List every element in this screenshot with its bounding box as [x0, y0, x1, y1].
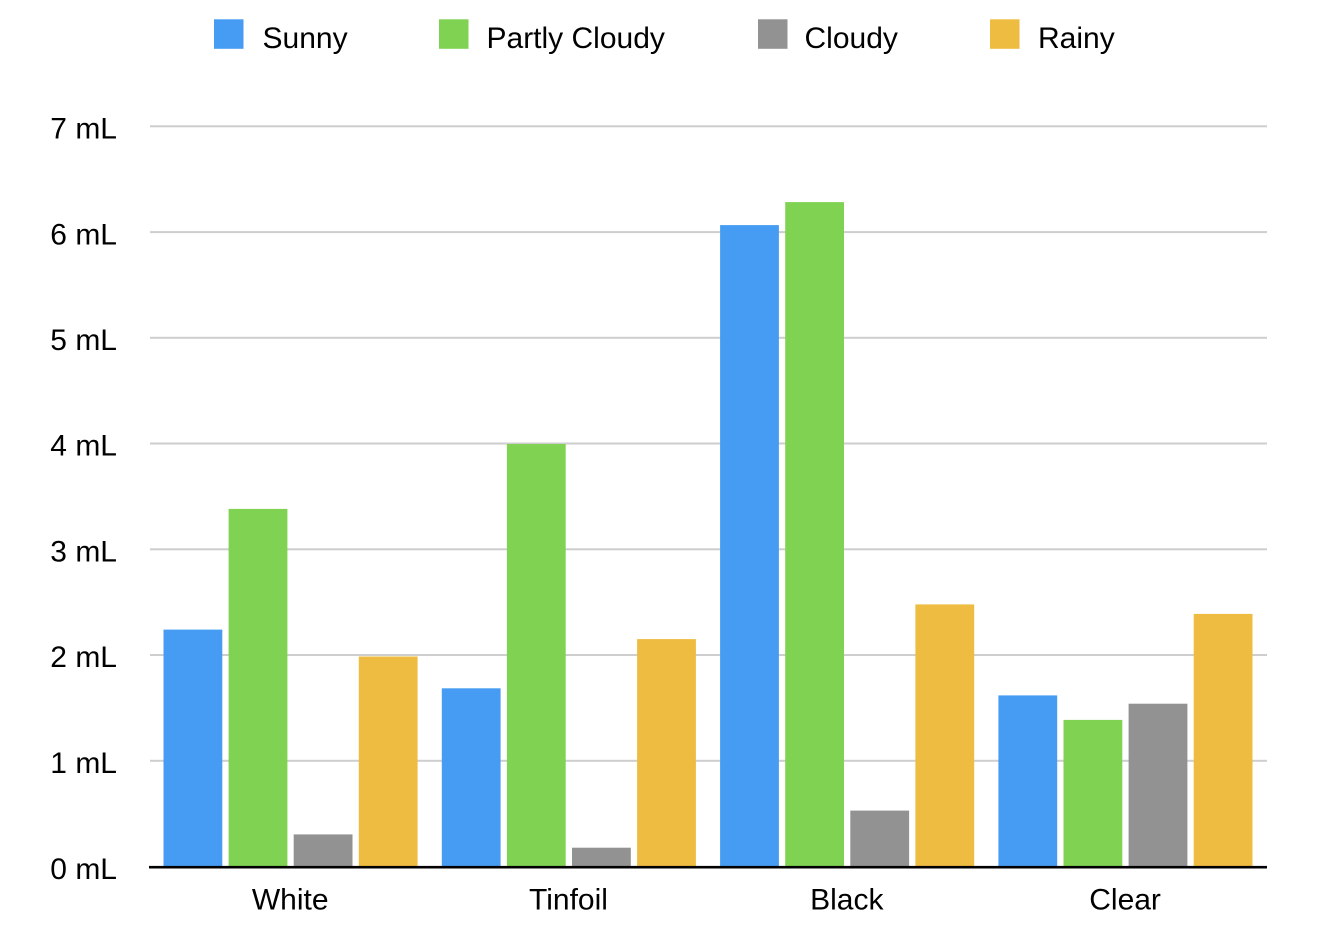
- svg-text:Rainy: Rainy: [1038, 22, 1115, 55]
- svg-text:Tinfoil: Tinfoil: [529, 884, 608, 917]
- svg-text:Black: Black: [810, 884, 884, 917]
- svg-text:7 mL: 7 mL: [50, 113, 117, 146]
- svg-text:2 mL: 2 mL: [50, 641, 117, 674]
- svg-text:5 mL: 5 mL: [50, 324, 117, 357]
- svg-text:3 mL: 3 mL: [50, 536, 117, 569]
- svg-text:1 mL: 1 mL: [50, 747, 117, 780]
- svg-text:Cloudy: Cloudy: [805, 22, 898, 55]
- svg-text:0 mL: 0 mL: [50, 853, 117, 886]
- svg-text:4 mL: 4 mL: [50, 430, 117, 463]
- svg-text:White: White: [252, 884, 329, 917]
- svg-text:Clear: Clear: [1089, 884, 1161, 917]
- svg-text:6 mL: 6 mL: [50, 218, 117, 251]
- svg-text:Partly Cloudy: Partly Cloudy: [487, 22, 665, 55]
- svg-text:Sunny: Sunny: [263, 22, 348, 55]
